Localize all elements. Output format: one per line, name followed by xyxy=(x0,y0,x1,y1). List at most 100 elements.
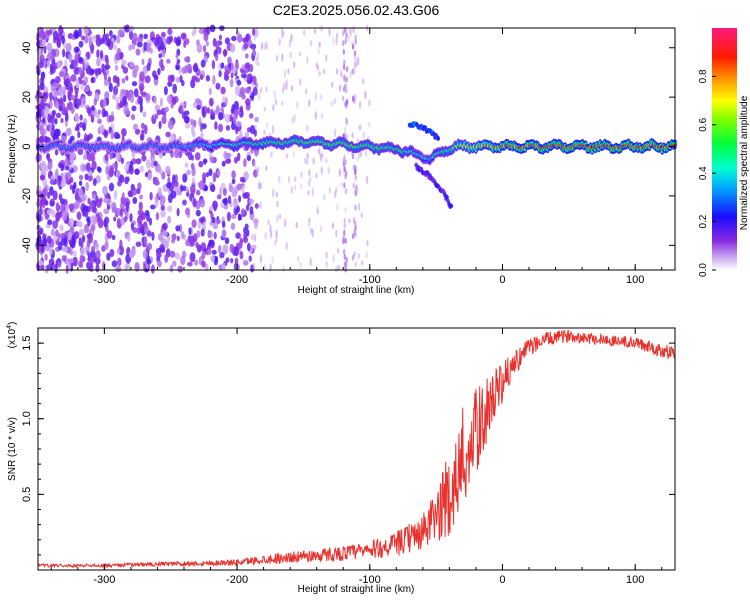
spectrogram-dot xyxy=(56,60,62,69)
spectrogram-dot xyxy=(216,169,221,177)
spectrogram-dot xyxy=(176,235,180,242)
spectrogram-dot xyxy=(166,182,172,189)
spectrogram-dot xyxy=(83,76,89,84)
spectrogram-dot xyxy=(106,204,111,210)
snr-plot-area xyxy=(38,328,675,570)
spectrogram-dot xyxy=(65,42,72,53)
spectrogram-dot xyxy=(263,106,266,112)
spectrogram-dot xyxy=(52,89,58,98)
spectrogram-dot xyxy=(55,101,59,109)
spectrogram-dot xyxy=(97,167,102,174)
spectrogram-dot xyxy=(112,85,119,96)
spectrogram-dot xyxy=(345,32,348,39)
spectrogram-dot xyxy=(127,92,131,101)
spectrogram-dot xyxy=(48,258,55,267)
spectrogram-dot xyxy=(40,195,47,204)
spectrogram-dot xyxy=(175,225,181,232)
spectrogram-dot xyxy=(35,110,42,117)
spectrogram-dot xyxy=(159,243,165,253)
spectrogram-dot xyxy=(228,184,234,193)
spectrogram-dot xyxy=(296,101,299,110)
spectrogram-dot xyxy=(118,102,125,108)
spectrogram-dot xyxy=(115,266,122,272)
spectrogram-dot xyxy=(72,256,78,267)
spectrogram-dot xyxy=(184,123,191,129)
spectrogram-dot xyxy=(46,264,52,271)
spectrogram-dot xyxy=(300,183,303,190)
spectrogram-dot xyxy=(235,232,241,240)
spectrogram-dot xyxy=(158,53,162,59)
spectrogram-dot xyxy=(43,86,49,93)
spectrogram-dot xyxy=(127,190,133,198)
spectrogram-dot xyxy=(151,264,155,274)
spectrogram-dot xyxy=(41,102,46,110)
spectrogram-dot xyxy=(238,195,242,203)
spectrogram-dot xyxy=(259,254,263,264)
spectrogram-dot xyxy=(54,117,58,125)
spectrogram-dot xyxy=(354,34,357,41)
spectrogram-dot xyxy=(341,95,345,102)
spectrogram-dot xyxy=(318,70,321,77)
spectrogram-dot xyxy=(200,132,204,140)
spectrogram-dot xyxy=(93,97,98,106)
spectrogram-dot xyxy=(240,208,245,216)
spectrogram-dot xyxy=(275,229,278,239)
spectrogram-dot xyxy=(48,28,53,35)
spectrogram-dot xyxy=(243,42,249,50)
spectrogram-dot xyxy=(259,182,262,190)
spectrogram-dot xyxy=(167,120,174,130)
spectrogram-dot xyxy=(58,24,63,34)
spectrogram-dot xyxy=(358,100,362,109)
spectrogram-dot xyxy=(113,216,117,222)
spectrogram-dot xyxy=(106,230,113,239)
spectrogram-dot xyxy=(39,174,45,181)
spectrogram-dot xyxy=(136,215,143,225)
spectrogram-dot xyxy=(109,166,114,175)
spectrogram-dot xyxy=(55,112,62,119)
spectrogram-dot xyxy=(212,172,217,183)
spectrogram-dot xyxy=(45,106,50,116)
spectrogram-dot xyxy=(271,256,274,265)
spectrogram-dot xyxy=(344,38,347,44)
spectrogram-dot xyxy=(115,76,120,84)
spectrogram-dot xyxy=(46,42,53,51)
spectrogram-dot xyxy=(137,209,142,216)
spectrogram-dot xyxy=(290,186,293,195)
spectrogram-dot xyxy=(205,171,210,178)
spectrogram-dot xyxy=(164,240,169,249)
spectrogram-dot xyxy=(89,256,95,265)
spectrogram-dot xyxy=(193,62,198,70)
spectrogram-dot xyxy=(315,173,318,179)
spectrogram-dot xyxy=(139,194,143,200)
spectrogram-dot xyxy=(94,68,100,74)
spectrogram-dot xyxy=(239,130,243,139)
spectrogram-dot xyxy=(124,263,129,272)
spectrogram-dot xyxy=(334,190,337,199)
spectrogram-dot xyxy=(343,83,347,90)
spectrogram-dot xyxy=(339,69,343,75)
spectrogram-dot xyxy=(260,42,264,51)
spectrogram-dot xyxy=(325,157,328,164)
spectrogram-dot xyxy=(213,203,217,210)
spectrogram-dot xyxy=(131,105,137,112)
spectrogram-dot xyxy=(227,195,232,205)
spectrogram-dot xyxy=(186,55,191,64)
spectrogram-dot xyxy=(172,96,177,106)
spectrogram-x-ticks: -300 -200 -100 0 100 xyxy=(50,28,663,286)
spectrogram-dot xyxy=(278,213,282,220)
spectrogram-dot xyxy=(198,217,204,223)
spectrogram-dot xyxy=(194,259,199,266)
spectrogram-dot xyxy=(187,150,193,161)
spectrogram-dot xyxy=(165,131,171,138)
x-tick-label: 100 xyxy=(626,274,644,286)
spectrogram-dot xyxy=(90,48,94,54)
spectrogram-dot xyxy=(217,112,224,121)
spectrogram-dot xyxy=(113,44,117,51)
spectrogram-dot xyxy=(69,135,75,142)
spectrogram-dot xyxy=(287,68,290,75)
spectrogram-dot xyxy=(186,63,192,74)
spectrogram-dot xyxy=(267,219,270,226)
spectrogram-dot xyxy=(60,232,66,239)
spectrogram-dot xyxy=(309,257,312,267)
spectrogram-dot xyxy=(117,29,124,36)
